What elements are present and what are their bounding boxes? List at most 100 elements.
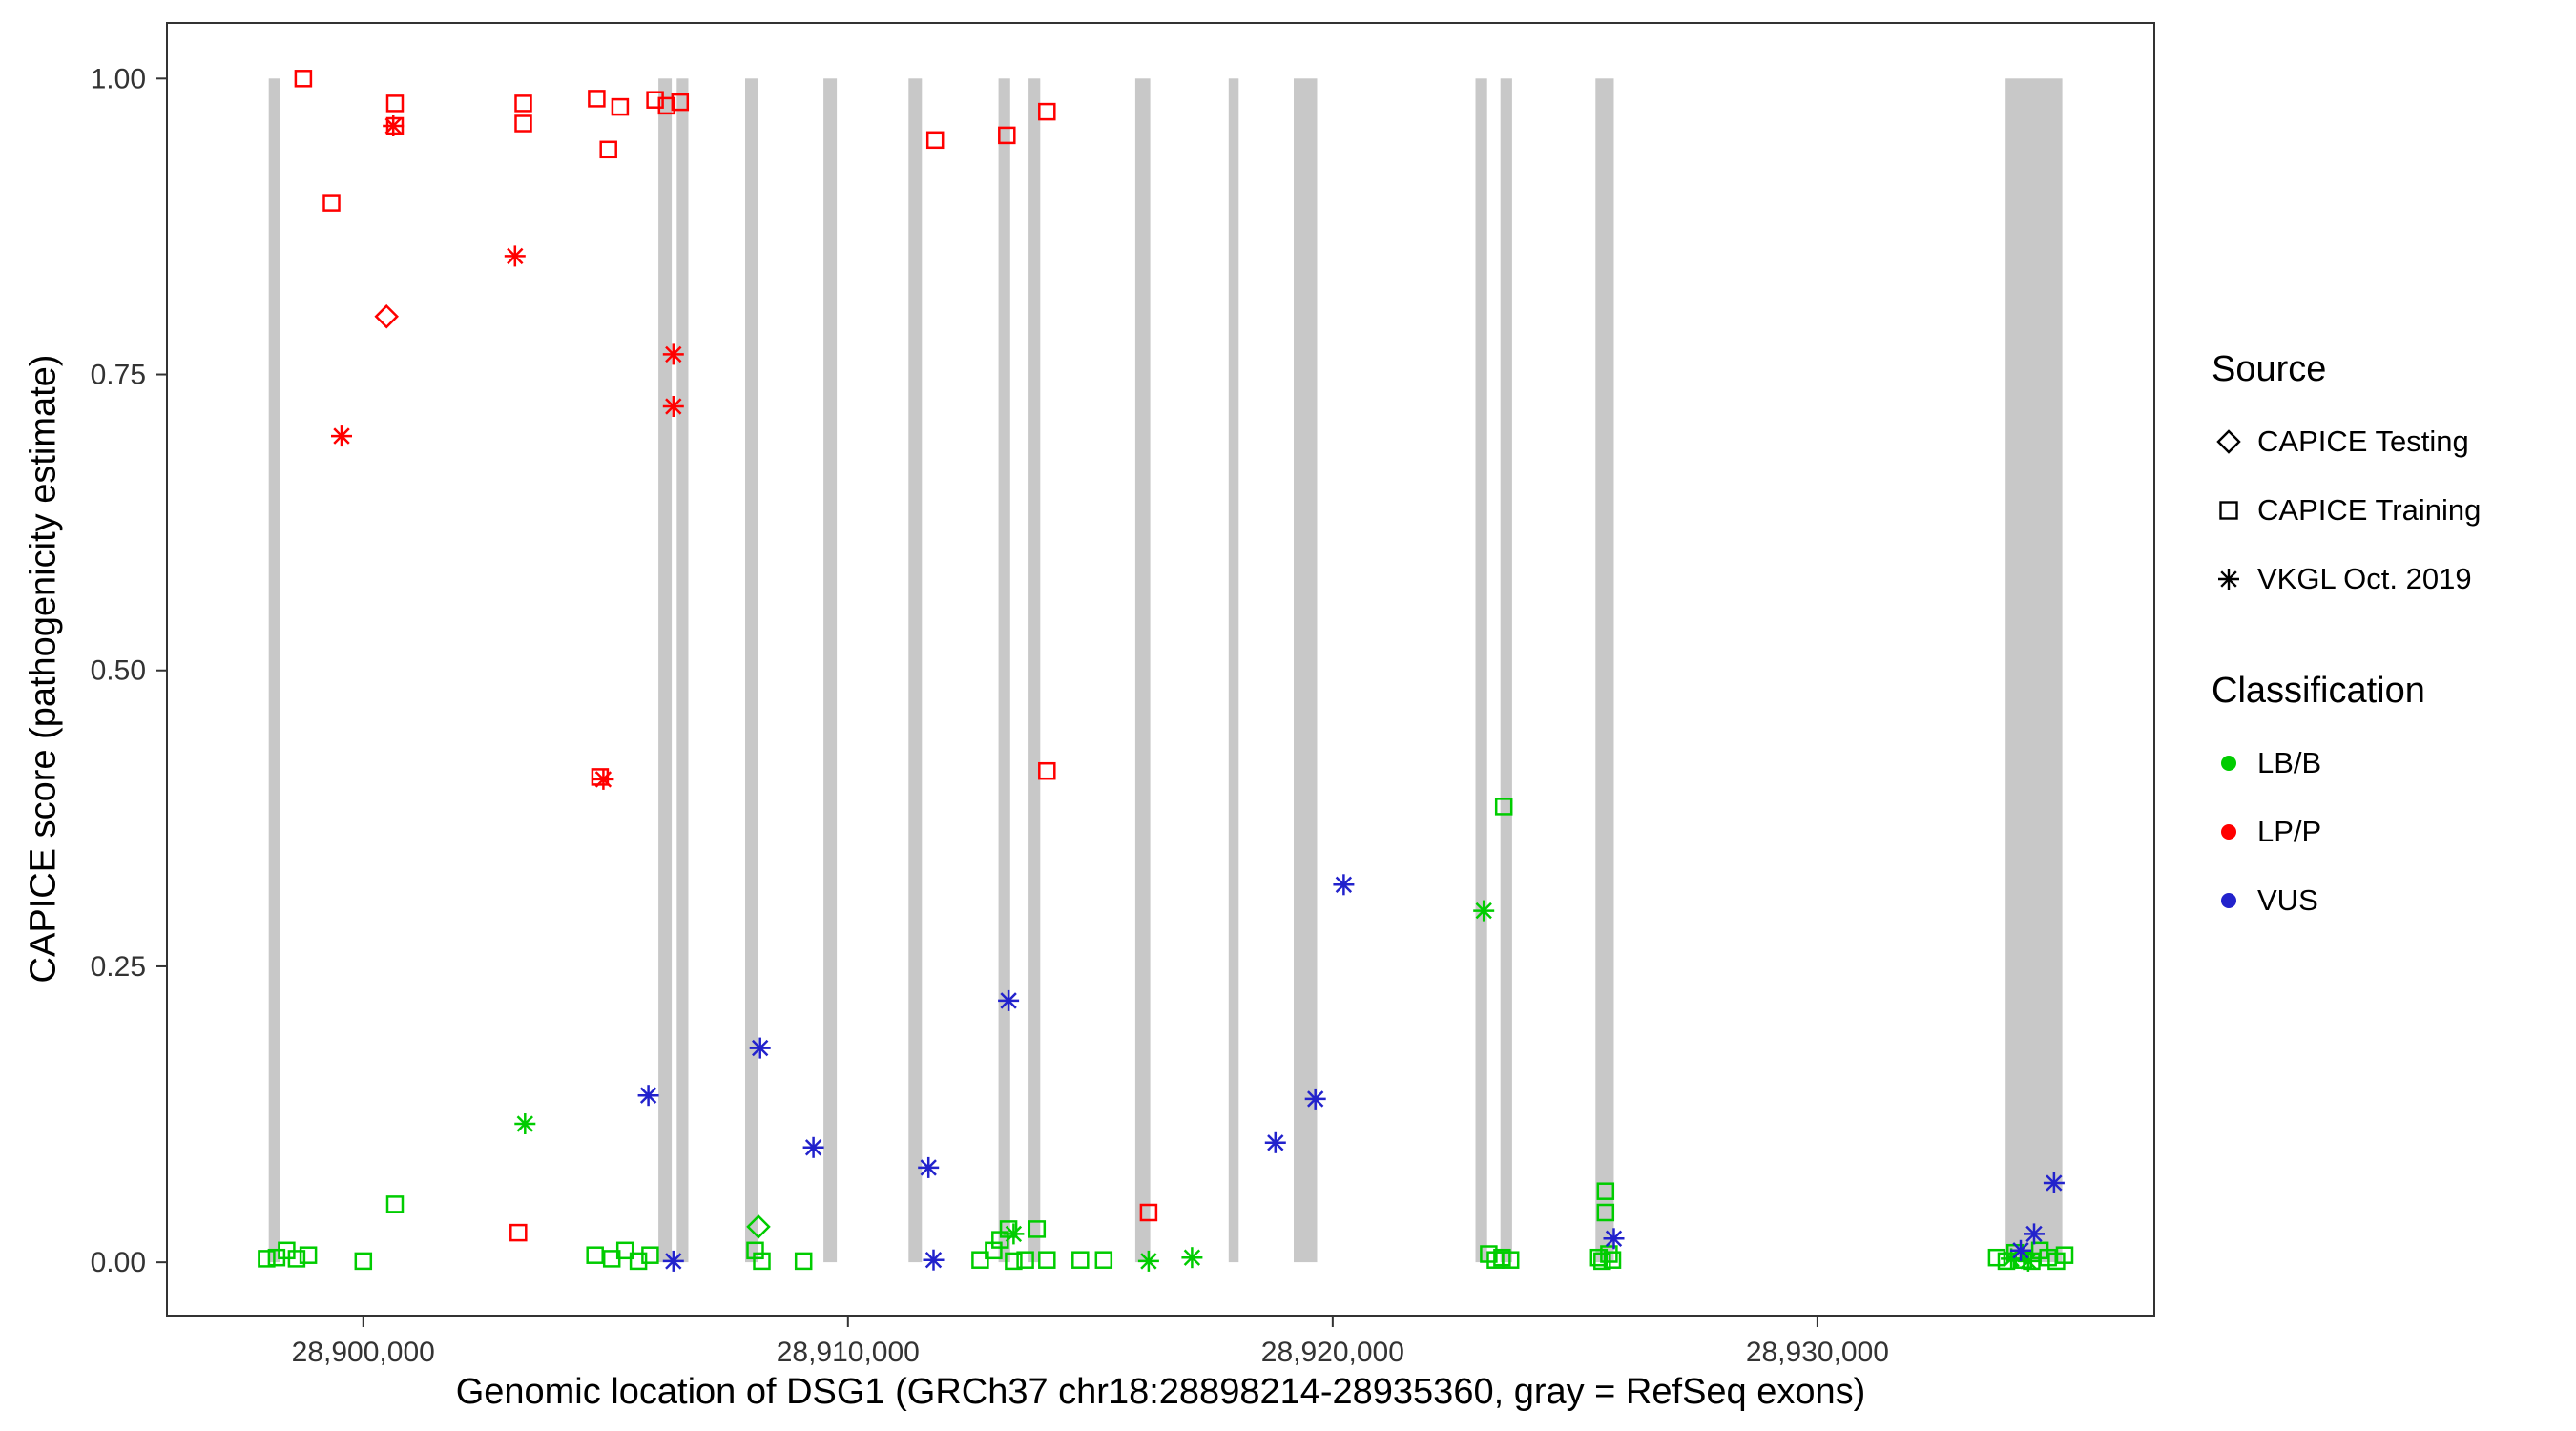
data-point-square bbox=[629, 1252, 648, 1271]
data-point-square bbox=[258, 1250, 276, 1268]
legend-item-lbb: LB/B bbox=[2212, 729, 2481, 798]
legend-classification-title: Classification bbox=[2212, 671, 2425, 711]
data-point-square bbox=[1589, 1248, 1609, 1267]
legend-label: VUS bbox=[2257, 883, 2318, 917]
data-point-square bbox=[646, 91, 664, 109]
exon-bar bbox=[745, 78, 758, 1263]
exon-bar bbox=[1134, 78, 1151, 1263]
data-point-square bbox=[1494, 798, 1513, 816]
legend-item-capice-training: CAPICE Training bbox=[2212, 476, 2481, 545]
data-point-square bbox=[509, 1223, 528, 1242]
data-point-square bbox=[591, 768, 610, 786]
blue-dot-icon bbox=[2212, 883, 2257, 918]
data-point-square bbox=[2055, 1246, 2074, 1264]
data-point-square bbox=[586, 1246, 604, 1264]
data-point-asterisk bbox=[2024, 1223, 2045, 1245]
data-point-square bbox=[354, 1252, 373, 1271]
legend-label: CAPICE Training bbox=[2257, 493, 2482, 527]
exon-bar bbox=[1500, 78, 1512, 1263]
exon-bar bbox=[2005, 78, 2063, 1263]
data-point-asterisk bbox=[749, 1037, 771, 1059]
data-point-square bbox=[1071, 1251, 1090, 1269]
data-point-asterisk bbox=[923, 1249, 945, 1271]
data-point-asterisk bbox=[1137, 1250, 1159, 1272]
data-point-square bbox=[322, 194, 341, 212]
legend-label: CAPICE Testing bbox=[2257, 425, 2469, 458]
data-point-diamond bbox=[374, 303, 399, 329]
x-axis-title: Genomic location of DSG1 (GRCh37 chr18:2… bbox=[455, 1372, 1866, 1412]
data-point-asterisk bbox=[1181, 1247, 1203, 1269]
data-point-square bbox=[1016, 1251, 1034, 1269]
x-tick-label: 28,930,000 bbox=[1746, 1337, 1889, 1368]
legend-item-vkgl: VKGL Oct. 2019 bbox=[2212, 545, 2481, 613]
data-point-square bbox=[514, 114, 532, 133]
exon-bar bbox=[1028, 78, 1041, 1263]
data-point-asterisk bbox=[1264, 1131, 1286, 1153]
data-point-asterisk bbox=[918, 1156, 940, 1178]
legend-label: LP/P bbox=[2257, 815, 2322, 848]
y-tick-label: 0.75 bbox=[91, 360, 146, 391]
data-point-asterisk bbox=[514, 1113, 536, 1134]
exon-bar bbox=[908, 78, 923, 1263]
exon-bar bbox=[1228, 78, 1239, 1263]
exon-bar bbox=[676, 78, 689, 1263]
asterisk-icon bbox=[2212, 562, 2257, 596]
exon-bar bbox=[1595, 78, 1614, 1263]
data-point-square bbox=[1005, 1252, 1023, 1271]
data-point-asterisk bbox=[637, 1085, 659, 1107]
data-point-square bbox=[1038, 761, 1056, 780]
legend-item-vus: VUS bbox=[2212, 866, 2481, 935]
data-point-square bbox=[753, 1252, 771, 1271]
exon-bar bbox=[823, 78, 838, 1263]
square-icon bbox=[2212, 493, 2257, 528]
data-point-square bbox=[1596, 1203, 1615, 1222]
data-point-asterisk bbox=[1304, 1088, 1326, 1110]
data-point-asterisk bbox=[1603, 1228, 1625, 1250]
green-dot-icon bbox=[2212, 746, 2257, 780]
data-point-square bbox=[999, 1220, 1018, 1238]
data-point-asterisk bbox=[662, 1250, 684, 1272]
data-point-asterisk bbox=[383, 115, 405, 136]
red-dot-icon bbox=[2212, 815, 2257, 849]
legend-source-title: Source bbox=[2212, 349, 2327, 389]
y-axis-title: CAPICE score (pathogenicity estimate) bbox=[23, 354, 64, 984]
data-point-square bbox=[1094, 1251, 1113, 1269]
y-tick-label: 0.25 bbox=[91, 951, 146, 983]
data-point-asterisk bbox=[1003, 1223, 1025, 1245]
exon-bar bbox=[1294, 78, 1318, 1263]
data-point-asterisk bbox=[802, 1136, 824, 1158]
legend-item-lpp: LP/P bbox=[2212, 798, 2481, 866]
data-point-square bbox=[588, 90, 606, 108]
data-point-square bbox=[794, 1252, 813, 1271]
data-point-asterisk bbox=[998, 989, 1020, 1011]
y-tick-label: 1.00 bbox=[91, 63, 146, 94]
data-point-asterisk bbox=[662, 396, 684, 417]
data-point-square bbox=[1139, 1203, 1158, 1222]
y-tick-label: 0.50 bbox=[91, 655, 146, 687]
plot-panel-border bbox=[166, 22, 2155, 1317]
data-point-square bbox=[971, 1251, 989, 1269]
data-point-square bbox=[998, 126, 1016, 145]
data-point-square bbox=[514, 94, 532, 113]
data-point-asterisk bbox=[1473, 900, 1495, 922]
exon-bar bbox=[1475, 78, 1487, 1263]
data-point-square bbox=[641, 1246, 659, 1264]
y-tick-label: 0.00 bbox=[91, 1247, 146, 1278]
legend-spacer bbox=[2212, 613, 2481, 671]
data-point-square bbox=[299, 1246, 318, 1264]
exon-bar bbox=[268, 78, 280, 1263]
data-point-asterisk bbox=[2043, 1172, 2065, 1193]
legend-label: VKGL Oct. 2019 bbox=[2257, 562, 2472, 595]
data-point-square bbox=[294, 70, 313, 88]
exon-bar bbox=[658, 78, 673, 1263]
data-point-square bbox=[611, 97, 630, 116]
data-point-square bbox=[925, 131, 945, 150]
legend-label: LB/B bbox=[2257, 746, 2322, 779]
x-tick-label: 28,900,000 bbox=[292, 1337, 435, 1368]
data-point-square bbox=[657, 96, 676, 115]
exon-bar bbox=[998, 78, 1010, 1263]
x-tick-label: 28,920,000 bbox=[1261, 1337, 1404, 1368]
data-point-square bbox=[385, 1195, 405, 1213]
